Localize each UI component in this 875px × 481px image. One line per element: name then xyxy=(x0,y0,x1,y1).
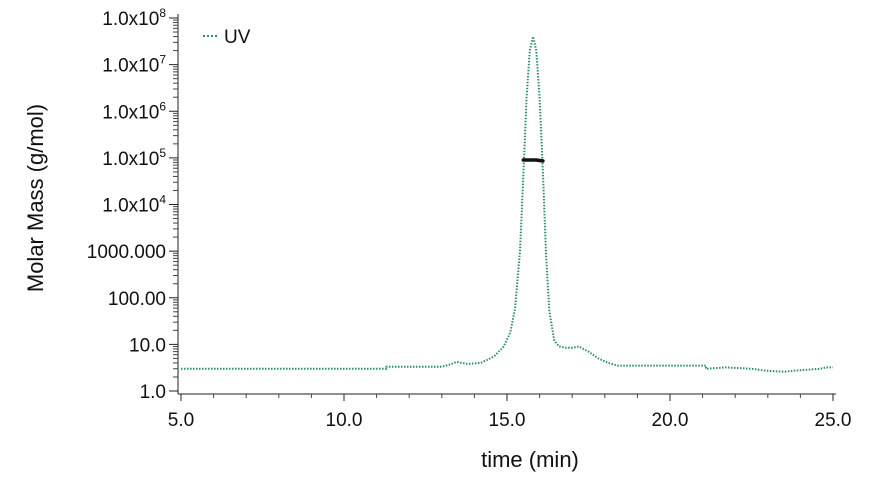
y-tick-label: 1.0x107 xyxy=(102,53,166,77)
x-tick-label: 5.0 xyxy=(168,410,194,431)
x-axis-title: time (min) xyxy=(481,447,579,472)
axes xyxy=(177,14,836,395)
y-tick-label: 10.0 xyxy=(129,335,166,356)
x-axis-ticks: 5.0 10.0 15.0 20.0 25.0 xyxy=(168,394,852,431)
series xyxy=(181,36,833,373)
x-tick-label: 25.0 xyxy=(815,410,852,431)
series-line-molar-mass xyxy=(521,158,545,163)
x-tick-label: 15.0 xyxy=(489,410,526,431)
legend: UV xyxy=(203,27,251,48)
legend-label-uv: UV xyxy=(224,27,251,48)
y-axis-title: Molar Mass (g/mol) xyxy=(23,104,48,292)
y-tick-label: 1.0x108 xyxy=(102,6,166,30)
y-tick-label: 100.00 xyxy=(108,289,166,310)
x-tick-label: 10.0 xyxy=(326,410,363,431)
y-tick-label: 1.0x104 xyxy=(102,193,166,217)
series-line-uv xyxy=(181,36,833,373)
x-tick-label: 20.0 xyxy=(652,410,689,431)
y-tick-label: 1.0x105 xyxy=(102,146,166,170)
y-tick-label: 1.0 xyxy=(140,382,166,403)
y-tick-label: 1000.000 xyxy=(87,242,166,263)
y-tick-label: 1.0x106 xyxy=(102,99,166,123)
y-axis-ticks: 1.0 10.0 100.00 1000.000 1.0x104 1.0x105 1.0x1… xyxy=(87,6,178,403)
